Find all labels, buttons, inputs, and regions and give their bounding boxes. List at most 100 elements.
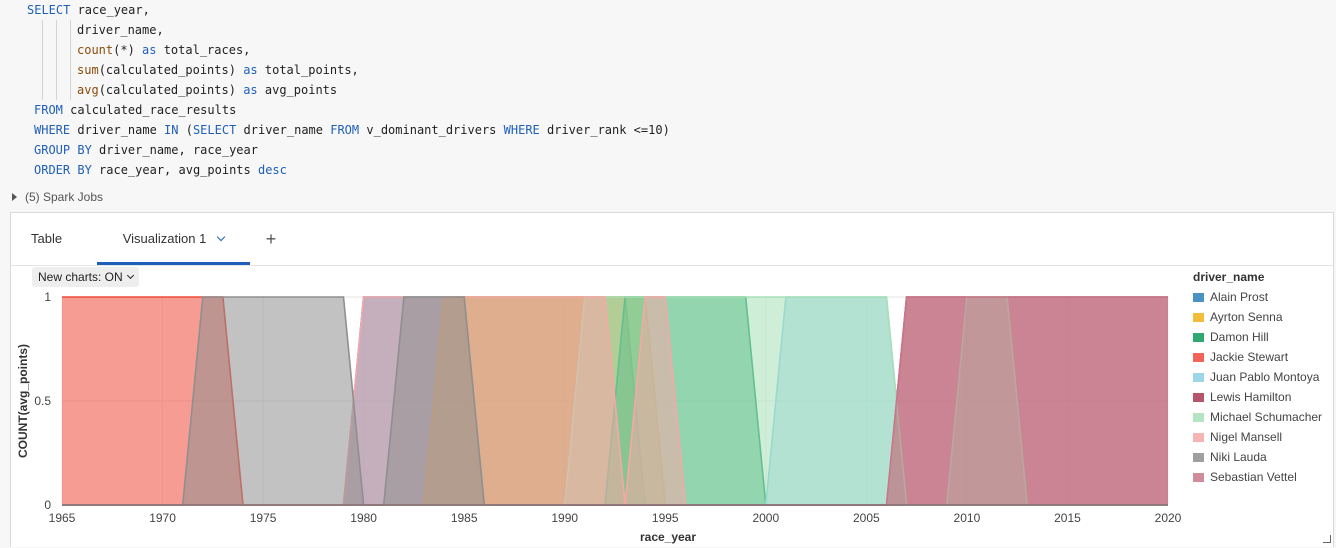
sql-text: (calculated_points) [98, 63, 244, 77]
sql-text: calculated_race_results [62, 103, 237, 117]
legend-swatch [1193, 312, 1204, 322]
tab-visualization[interactable]: Visualization 1 [97, 213, 250, 265]
y-tick-label: 0.5 [34, 394, 51, 408]
legend-item[interactable]: Sebastian Vettel [1193, 467, 1333, 487]
x-axis-title: race_year [640, 530, 696, 544]
legend-swatch [1193, 352, 1204, 362]
x-tick-label: 2000 [752, 511, 779, 525]
indent-guide [42, 20, 43, 100]
series-area-jackie-stewart[interactable] [62, 297, 1168, 505]
spark-jobs-toggle[interactable]: (5) Spark Jobs [12, 188, 103, 206]
sql-keyword: SELECT [192, 123, 237, 137]
code-line: FROM calculated_race_results [34, 100, 236, 120]
code-line: sum(calculated_points) as total_points, [77, 60, 359, 80]
y-tick-label: 0 [44, 498, 51, 512]
legend-label: Michael Schumacher [1210, 410, 1323, 424]
sql-text: driver_name, [77, 23, 164, 37]
x-tick-label: 2005 [853, 511, 880, 525]
x-tick-label: 2015 [1054, 511, 1081, 525]
legend-label: Jackie Stewart [1210, 350, 1289, 364]
code-line: count(*) as total_races, [77, 40, 250, 60]
legend-item[interactable]: Nigel Mansell [1193, 427, 1333, 447]
sql-text: driver_name [70, 123, 165, 137]
sql-keyword: WHERE [503, 123, 540, 137]
x-tick-label: 1980 [350, 511, 377, 525]
y-tick-label: 1 [44, 290, 51, 304]
series-area-sebastian-vettel[interactable] [62, 297, 1168, 505]
tab-table[interactable]: Table [31, 231, 63, 246]
sql-text: race_year, avg_points [91, 163, 258, 177]
legend-label: Lewis Hamilton [1210, 390, 1292, 404]
sql-function: avg [77, 83, 99, 97]
expand-caret-icon [12, 193, 17, 201]
x-tick-label: 1975 [250, 511, 277, 525]
code-line: GROUP BY driver_name, race_year [34, 140, 258, 160]
indent-guide [70, 20, 71, 100]
sql-keyword: desc [257, 163, 287, 177]
sql-text: driver_name [236, 123, 331, 137]
legend-swatch [1193, 432, 1204, 442]
x-tick-label: 1970 [149, 511, 176, 525]
tab-visualization-label: Visualization 1 [122, 231, 207, 246]
sql-keyword: FROM [34, 103, 63, 117]
legend-item[interactable]: Juan Pablo Montoya [1193, 367, 1333, 387]
sql-text: ( [178, 123, 193, 137]
x-tick-label: 1995 [652, 511, 679, 525]
legend-swatch [1193, 292, 1204, 302]
legend-item[interactable]: Jackie Stewart [1193, 347, 1333, 367]
legend-swatch [1193, 472, 1204, 482]
legend-item[interactable]: Lewis Hamilton [1193, 387, 1333, 407]
legend-swatch [1193, 412, 1204, 422]
sql-function: count [77, 43, 114, 57]
resize-handle[interactable] [1323, 535, 1331, 543]
sql-function: sum [77, 63, 99, 77]
sql-text: driver_rank <=10) [539, 123, 670, 137]
result-tabs: Table Visualization 1 + [11, 213, 1333, 266]
code-line: ORDER BY race_year, avg_points desc [34, 160, 287, 180]
legend-item[interactable]: Michael Schumacher [1193, 407, 1333, 427]
new-charts-toggle[interactable]: New charts: ON [32, 267, 139, 287]
sql-text: v_dominant_drivers [359, 123, 504, 137]
y-axis-title: COUNT(avg_points) [16, 344, 30, 458]
add-visualization-button[interactable]: + [265, 229, 277, 249]
area-chart[interactable]: 1965 1970 1975 1980 1985 1990 1995 2000 2005 2010… [11, 213, 1333, 548]
sql-text: total_races, [156, 43, 251, 57]
legend-swatch [1193, 372, 1204, 382]
chart-legend: driver_name Alain Prost Ayrton Senna Damon… [1193, 267, 1333, 487]
sql-text: (*) [113, 43, 143, 57]
visualization-panel: Table Visualization 1 + New charts: ON 1… [10, 212, 1334, 547]
x-tick-label: 1985 [451, 511, 478, 525]
legend-label: Juan Pablo Montoya [1210, 370, 1320, 384]
sql-keyword: GROUP BY [34, 143, 92, 157]
sql-text: driver_name, race_year [91, 143, 258, 157]
legend-item[interactable]: Niki Lauda [1193, 447, 1333, 467]
legend-label: Sebastian Vettel [1210, 470, 1297, 484]
code-line: driver_name, [77, 20, 164, 40]
sql-text: race_year, [70, 3, 150, 17]
legend-swatch [1193, 392, 1204, 402]
sql-keyword: as [243, 63, 258, 77]
sql-keyword: WHERE [34, 123, 71, 137]
series-area-niki-lauda[interactable] [62, 297, 1168, 505]
sql-keyword: ORDER BY [34, 163, 92, 177]
legend-label: Ayrton Senna [1210, 310, 1283, 324]
x-tick-label: 1990 [551, 511, 578, 525]
code-cell[interactable]: SELECT race_year, driver_name, count(*) as… [0, 0, 1336, 186]
sql-keyword: as [142, 43, 157, 57]
code-line: WHERE driver_name IN (SELECT driver_name… [34, 120, 670, 140]
x-tick-label: 2020 [1155, 511, 1182, 525]
legend-label: Nigel Mansell [1210, 430, 1283, 444]
indent-guide [56, 20, 57, 100]
legend-item[interactable]: Damon Hill [1193, 327, 1333, 347]
legend-swatch [1193, 332, 1204, 342]
new-charts-label: New charts: ON [38, 270, 123, 284]
x-tick-label: 1965 [49, 511, 76, 525]
sql-text: total_points, [257, 63, 359, 77]
sql-keyword: as [243, 83, 258, 97]
spark-jobs-label: (5) Spark Jobs [25, 190, 104, 204]
code-line: SELECT race_year, [27, 0, 150, 20]
legend-swatch [1193, 452, 1204, 462]
legend-item[interactable]: Alain Prost [1193, 287, 1333, 307]
legend-item[interactable]: Ayrton Senna [1193, 307, 1333, 327]
code-line: avg(calculated_points) as avg_points [77, 80, 337, 100]
